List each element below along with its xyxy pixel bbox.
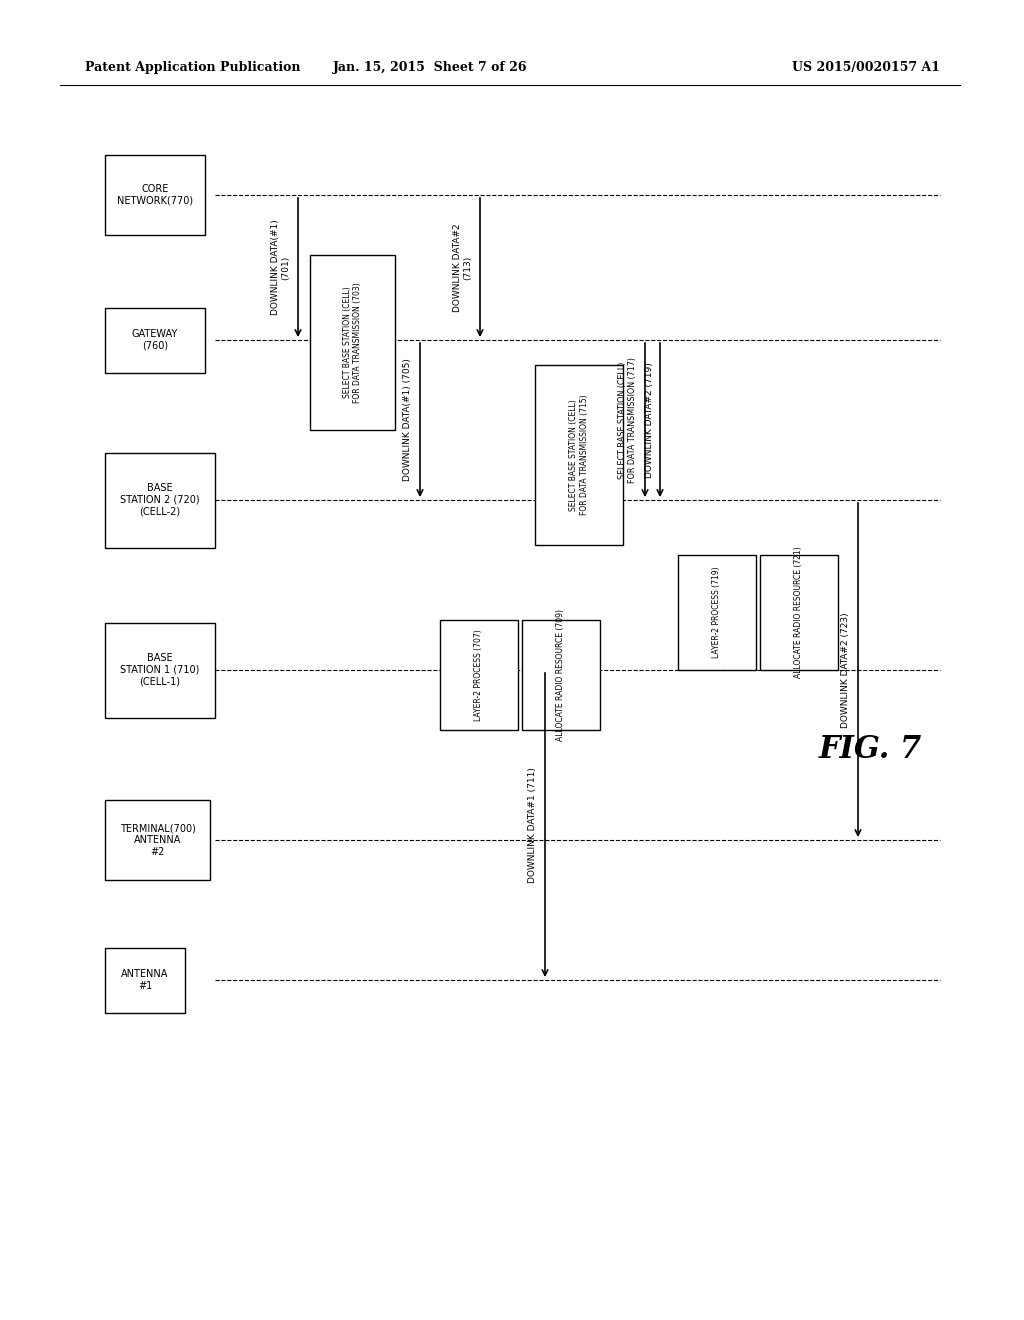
Text: DOWNLINK DATA#2 (719): DOWNLINK DATA#2 (719) xyxy=(645,362,654,478)
Bar xyxy=(105,623,215,718)
Bar xyxy=(678,554,756,671)
Bar xyxy=(440,620,518,730)
Text: SELECT BASE STATION (CELL)
FOR DATA TRANSMISSION (715): SELECT BASE STATION (CELL) FOR DATA TRAN… xyxy=(569,395,589,515)
Text: GATEWAY
(760): GATEWAY (760) xyxy=(132,329,178,351)
Text: SELECT BASE STATION (CELL)
FOR DATA TRANSMISSION (703): SELECT BASE STATION (CELL) FOR DATA TRAN… xyxy=(343,282,362,403)
Text: ALLOCATE RADIO RESOURCE (709): ALLOCATE RADIO RESOURCE (709) xyxy=(556,609,565,741)
Text: BASE
STATION 2 (720)
(CELL-2): BASE STATION 2 (720) (CELL-2) xyxy=(120,483,200,516)
Text: SELECT BASE STATION (CELL)
FOR DATA TRANSMISSION (717): SELECT BASE STATION (CELL) FOR DATA TRAN… xyxy=(617,356,637,483)
Text: FIG. 7: FIG. 7 xyxy=(818,734,922,766)
Text: DOWNLINK DATA(#1)
(701): DOWNLINK DATA(#1) (701) xyxy=(270,219,290,315)
Text: TERMINAL(700)
ANTENNA
#2: TERMINAL(700) ANTENNA #2 xyxy=(120,824,196,857)
Bar xyxy=(760,554,838,671)
Bar xyxy=(522,620,600,730)
Text: Jan. 15, 2015  Sheet 7 of 26: Jan. 15, 2015 Sheet 7 of 26 xyxy=(333,62,527,74)
Bar xyxy=(105,154,205,235)
Text: BASE
STATION 1 (710)
(CELL-1): BASE STATION 1 (710) (CELL-1) xyxy=(120,653,200,686)
Bar xyxy=(105,948,185,1012)
Text: DOWNLINK DATA#2
(713): DOWNLINK DATA#2 (713) xyxy=(453,223,472,312)
Bar xyxy=(105,453,215,548)
Bar xyxy=(105,800,210,880)
Text: Patent Application Publication: Patent Application Publication xyxy=(85,62,300,74)
Bar xyxy=(105,308,205,372)
Text: US 2015/0020157 A1: US 2015/0020157 A1 xyxy=(792,62,940,74)
Text: ALLOCATE RADIO RESOURCE (721): ALLOCATE RADIO RESOURCE (721) xyxy=(795,546,804,678)
Bar xyxy=(535,366,623,545)
Text: DOWNLINK DATA#1 (711): DOWNLINK DATA#1 (711) xyxy=(528,767,537,883)
Text: LAYER-2 PROCESS (719): LAYER-2 PROCESS (719) xyxy=(713,566,722,659)
Text: ANTENNA
#1: ANTENNA #1 xyxy=(121,969,169,991)
Bar xyxy=(310,255,395,430)
Text: DOWNLINK DATA#2 (723): DOWNLINK DATA#2 (723) xyxy=(841,612,850,727)
Text: DOWNLINK DATA(#1) (705): DOWNLINK DATA(#1) (705) xyxy=(403,359,412,482)
Text: CORE
NETWORK(770): CORE NETWORK(770) xyxy=(117,185,194,206)
Text: LAYER-2 PROCESS (707): LAYER-2 PROCESS (707) xyxy=(474,630,483,721)
